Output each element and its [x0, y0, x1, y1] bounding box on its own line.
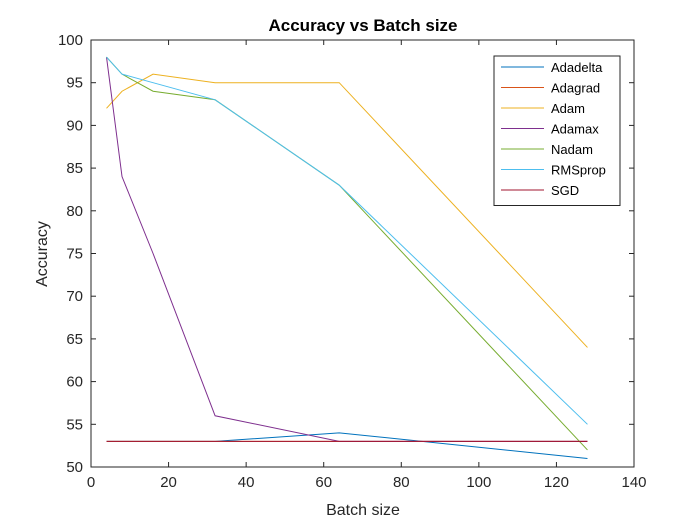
- x-tick-label: 100: [466, 474, 491, 491]
- y-tick-label: 90: [66, 117, 83, 134]
- x-axis-label: Batch size: [326, 502, 400, 519]
- y-tick-label: 55: [66, 416, 83, 433]
- legend: Adadelta Adagrad Adam Adamax Nadam RMSprop SGD: [493, 55, 621, 206]
- x-tick-label: 0: [87, 474, 95, 491]
- legend-label-adadelta: Adadelta: [551, 60, 603, 75]
- y-tick-label: 95: [66, 75, 83, 92]
- y-tick-label: 50: [66, 459, 83, 476]
- axes: 0 20 40 60 80 100 120 140 50 55 60 65 70 75 80 85 90 95 10…: [58, 32, 647, 491]
- legend-box: [493, 55, 621, 206]
- y-tick-label: 70: [66, 288, 83, 305]
- y-tick-label: 75: [66, 246, 83, 263]
- legend-label-adagrad: Adagrad: [551, 81, 600, 96]
- y-tick-label: 100: [58, 32, 83, 49]
- chart-title: Accuracy vs Batch size: [269, 16, 458, 35]
- legend-label-sgd: SGD: [551, 183, 579, 198]
- y-tick-label: 85: [66, 160, 83, 177]
- x-tick-label: 140: [621, 474, 646, 491]
- x-tick-label: 20: [160, 474, 177, 491]
- legend-label-rmsprop: RMSprop: [551, 163, 606, 178]
- series-line-adam: [106, 73, 588, 348]
- y-axis-label: Accuracy: [34, 221, 51, 287]
- y-tick-label: 60: [66, 374, 83, 391]
- y-tick-label: 65: [66, 331, 83, 348]
- legend-label-adamax: Adamax: [551, 122, 599, 137]
- x-tick-label: 60: [315, 474, 332, 491]
- series-line-rmsprop: [106, 56, 588, 425]
- x-tick-label: 120: [544, 474, 569, 491]
- x-tick-label: 40: [238, 474, 255, 491]
- series-layer: [106, 56, 588, 459]
- legend-label-nadam: Nadam: [551, 142, 593, 157]
- y-tick-label: 80: [66, 203, 83, 220]
- legend-label-adam: Adam: [551, 101, 585, 116]
- x-tick-label: 80: [393, 474, 410, 491]
